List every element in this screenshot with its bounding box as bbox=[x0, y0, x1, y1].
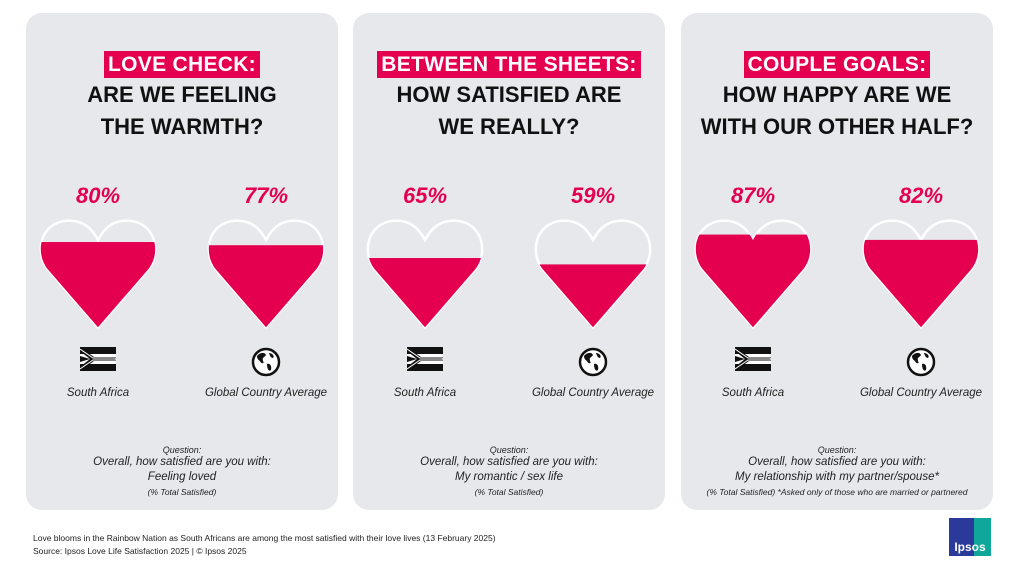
question-text: Overall, how satisfied are you with: bbox=[748, 456, 926, 468]
percent-value: 65% bbox=[402, 183, 448, 208]
south-africa-flag-icon bbox=[79, 347, 117, 377]
percent-value: 80% bbox=[75, 183, 121, 208]
heart-fill-gauge bbox=[534, 219, 652, 330]
panel-tag: BETWEEN THE SHEETS: bbox=[377, 51, 641, 78]
heart-stat: 65% South Africa bbox=[360, 181, 490, 399]
question-block: Question: Overall, how satisfied are you… bbox=[26, 445, 338, 497]
heart-stat: 59% Global Country Average bbox=[528, 181, 658, 399]
panel-3: COUPLE GOALS: HOW HAPPY ARE WE WITH OUR O… bbox=[681, 13, 993, 510]
panel-title-line1: HOW SATISFIED ARE bbox=[396, 82, 622, 107]
question-text: Overall, how satisfied are you with: bbox=[93, 456, 271, 468]
panel-tag: COUPLE GOALS: bbox=[743, 51, 931, 78]
panel-title-line1: HOW HAPPY ARE WE bbox=[722, 82, 952, 107]
panel-title-line1: ARE WE FEELING bbox=[87, 82, 277, 107]
question-heading: Question: bbox=[489, 445, 529, 455]
region-label: Global Country Average bbox=[531, 387, 655, 399]
question-topic: Feeling loved bbox=[147, 471, 217, 483]
region-label: Global Country Average bbox=[859, 387, 983, 399]
south-africa-flag-icon bbox=[734, 347, 772, 377]
question-note: (% Total Satisfied) *Asked only of those… bbox=[706, 487, 968, 497]
heart-stat: 77% Global Country Average bbox=[201, 181, 331, 399]
question-heading: Question: bbox=[817, 445, 857, 455]
question-text: Overall, how satisfied are you with: bbox=[420, 456, 598, 468]
percent-value: 77% bbox=[243, 183, 289, 208]
percent-value: 59% bbox=[570, 183, 616, 208]
question-heading: Question: bbox=[162, 445, 202, 455]
question-topic: My relationship with my partner/spouse* bbox=[735, 471, 939, 483]
region-label: Global Country Average bbox=[204, 387, 328, 399]
panel-tag: LOVE CHECK: bbox=[104, 51, 260, 78]
heart-fill-gauge bbox=[366, 219, 484, 330]
panel-1: LOVE CHECK: ARE WE FEELING THE WARMTH? 80… bbox=[26, 13, 338, 510]
region-label: South Africa bbox=[66, 387, 130, 399]
region-label: South Africa bbox=[721, 387, 785, 399]
heart-stat: 82% Global Country Average bbox=[856, 181, 986, 399]
globe-icon bbox=[903, 347, 939, 377]
question-note: (% Total Satisfied) bbox=[474, 487, 544, 497]
ipsos-logo: Ipsos bbox=[949, 518, 991, 556]
question-block: Question: Overall, how satisfied are you… bbox=[353, 445, 665, 497]
heart-fill-gauge bbox=[39, 219, 157, 330]
heart-fill-gauge bbox=[207, 219, 325, 330]
heart-fill-gauge bbox=[694, 219, 812, 330]
globe-icon bbox=[248, 347, 284, 377]
heart-stat: 87% South Africa bbox=[688, 181, 818, 399]
question-topic: My romantic / sex life bbox=[455, 471, 563, 483]
question-block: Question: Overall, how satisfied are you… bbox=[681, 445, 993, 497]
panel-title-line2: THE WARMTH? bbox=[100, 114, 264, 139]
south-africa-flag-icon bbox=[406, 347, 444, 377]
panel-2: BETWEEN THE SHEETS: HOW SATISFIED ARE WE … bbox=[353, 13, 665, 510]
percent-value: 87% bbox=[730, 183, 776, 208]
region-label: South Africa bbox=[393, 387, 457, 399]
footer-caption: Love blooms in the Rainbow Nation as Sou… bbox=[33, 533, 496, 543]
question-note: (% Total Satisfied) bbox=[147, 487, 217, 497]
panel-title-line2: WE REALLY? bbox=[438, 114, 580, 139]
percent-value: 82% bbox=[898, 183, 944, 208]
footer-source: Source: Ipsos Love Life Satisfaction 202… bbox=[33, 546, 247, 556]
panel-title-line2: WITH OUR OTHER HALF? bbox=[700, 114, 974, 139]
heart-fill-gauge bbox=[862, 219, 980, 330]
globe-icon bbox=[575, 347, 611, 377]
heart-stat: 80% South Africa bbox=[33, 181, 163, 399]
